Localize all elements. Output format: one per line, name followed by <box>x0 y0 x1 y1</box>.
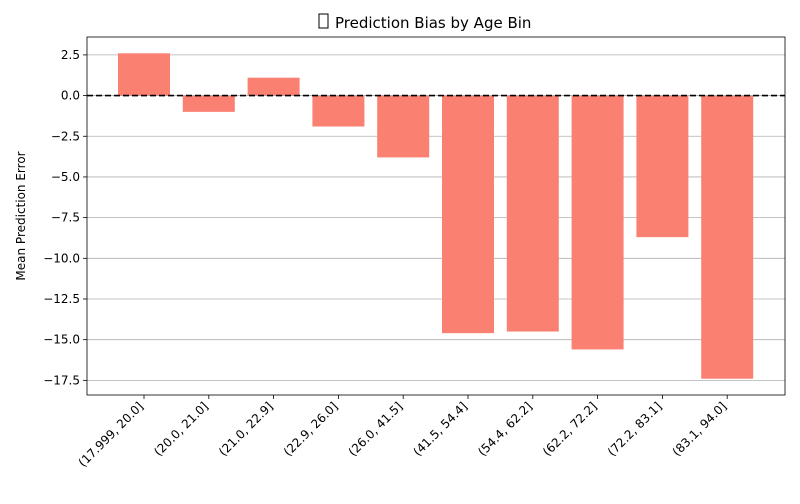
y-tick-label: 2.5 <box>61 48 80 62</box>
bars-layer <box>118 53 754 379</box>
x-tick-label: (83.1, 94.0] <box>670 399 730 459</box>
y-tick-label: −5.0 <box>51 170 80 184</box>
bar <box>636 95 689 238</box>
x-tick-label: (72.2, 83.1] <box>605 399 665 459</box>
y-ticks: 2.5 0.0 −2.5 −5.0 −7.5 −10.0 −12.5 −15.0 −17.5 <box>43 48 87 387</box>
bar <box>118 53 170 96</box>
y-tick-label: −17.5 <box>43 373 80 387</box>
bar <box>247 77 300 96</box>
bar <box>312 95 365 127</box>
y-tick-label: −12.5 <box>43 292 80 306</box>
x-tick-label: (62.2, 72.2] <box>540 399 600 459</box>
title-glyph-icon <box>318 13 329 29</box>
y-tick-label: 0.0 <box>61 89 80 103</box>
y-axis-label: Mean Prediction Error <box>14 151 28 280</box>
chart-title-text: Prediction Bias by Age Bin <box>335 14 531 32</box>
x-tick-label: (21.0, 22.9] <box>216 399 276 459</box>
y-tick-label: −10.0 <box>43 251 80 265</box>
y-tick-label: −7.5 <box>51 211 80 225</box>
plot-frame <box>86 36 786 396</box>
bar <box>506 95 559 332</box>
bar <box>377 95 430 158</box>
x-ticks: (17.999, 20.0] (20.0, 21.0] (21.0, 22.9] (2… <box>76 395 730 470</box>
x-tick-label: (26.0, 41.5] <box>346 399 406 459</box>
x-tick-label: (54.4, 62.2] <box>475 399 535 459</box>
x-tick-label: (41.5, 54.4] <box>410 399 470 459</box>
bar <box>442 95 494 334</box>
x-tick-label: (17.999, 20.0] <box>76 399 147 470</box>
bar <box>571 95 624 350</box>
chart-title: Prediction Bias by Age Bin <box>318 13 531 32</box>
x-tick-label: (20.0, 21.0] <box>151 399 211 459</box>
y-tick-label: −15.0 <box>43 333 80 347</box>
axes-layer <box>86 36 786 396</box>
bar <box>182 95 235 112</box>
bar <box>701 95 754 379</box>
x-tick-label: (22.9, 26.0] <box>281 399 341 459</box>
y-tick-label: −2.5 <box>51 129 80 143</box>
